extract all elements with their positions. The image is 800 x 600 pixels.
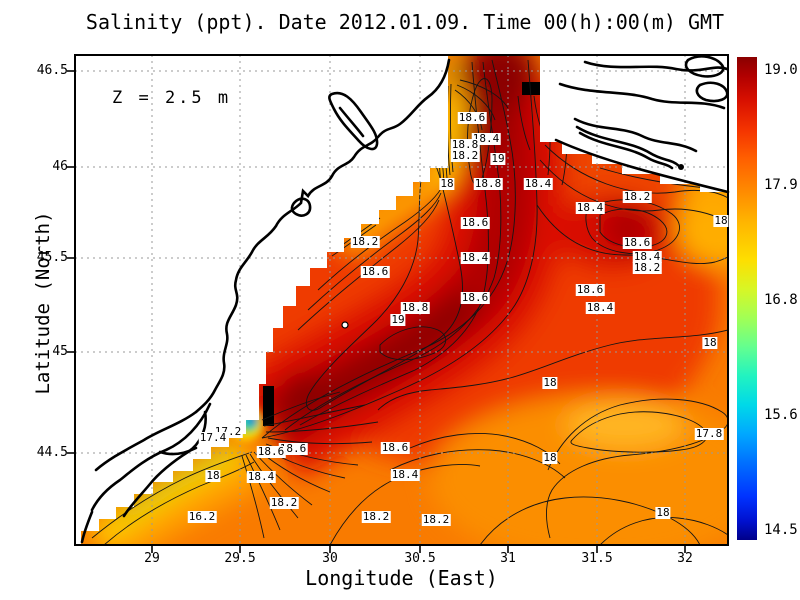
contour-label: 17.8 [694,427,724,440]
contour-label: 18 [542,451,558,464]
y-tick-label: 46.5 [36,63,68,78]
x-tick-label: 29.5 [224,551,256,566]
y-tick-label: 45 [52,344,68,359]
x-tick-label: 29 [144,551,160,566]
contour-label: 18.8 [400,301,430,314]
depth-annotation: Z = 2.5 m [112,88,232,108]
contour-label: 18.8 [450,138,480,151]
contour-label: 19 [490,152,506,165]
contour-label: 18 [702,336,718,349]
contour-label: 18.2 [361,510,391,523]
contour-label: 17.4 [198,431,228,444]
x-tick-label: 31 [500,551,516,566]
contour-label: 18 [439,177,455,190]
contour-label: 18.2 [450,149,480,162]
contour-label: 18.6 [360,265,390,278]
contour-label: 18.2 [269,496,299,509]
y-axis-title: Latitude (North) [32,211,54,395]
contour-label: 18.6 [460,216,490,229]
contour-label: 18.6 [256,445,286,458]
grid-lines [75,55,728,545]
contour-label: 18.4 [246,470,276,483]
contour-label: 18.6 [278,442,308,455]
colorbar-tick-label: 14.5 [764,522,798,538]
contour-label: 18.4 [632,250,662,263]
contour-label: 18 [542,376,558,389]
contour-label: 18.6 [622,236,652,249]
x-tick-label: 30.5 [404,551,436,566]
axis-tick-marks [67,70,686,553]
y-tick-label: 44.5 [36,445,68,460]
contour-label: 18.4 [585,301,615,314]
contour-label: 18.6 [380,441,410,454]
colorbar-tick-label: 15.6 [764,407,798,423]
contour-label: 18.6 [460,291,490,304]
y-tick-label: 45.5 [36,250,68,265]
x-tick-label: 32 [677,551,693,566]
contour-label: 18.6 [457,111,487,124]
colorbar-gradient [737,57,757,540]
contour-label: 19 [390,313,406,326]
contour-label: 18.6 [575,283,605,296]
contour-label: 18.2 [350,235,380,248]
plot-frame [74,54,729,546]
contour-label: 18.2 [421,513,451,526]
y-tick-label: 46 [52,159,68,174]
contour-label: 18.2 [622,190,652,203]
contour-label: 18 [713,214,729,227]
contour-label: 18.4 [390,468,420,481]
colorbar-tick-label: 16.8 [764,292,798,308]
contour-label: 16.2 [187,510,217,523]
x-axis-title: Longitude (East) [305,566,498,590]
contour-label: 18.8 [473,177,503,190]
colorbar-tick-label: 17.9 [764,177,798,193]
contour-label: 18.4 [523,177,553,190]
contour-label: 18.2 [632,261,662,274]
contour-label: 18 [655,506,671,519]
contour-label: 18.4 [575,201,605,214]
plot-title: Salinity (ppt). Date 2012.01.09. Time 00… [85,10,725,34]
station-marker [341,321,349,329]
contour-label: 18 [205,469,221,482]
x-tick-label: 31.5 [581,551,613,566]
x-tick-label: 30 [322,551,338,566]
contour-label: 18.4 [460,251,490,264]
colorbar-tick-label: 19.0 [764,62,798,78]
